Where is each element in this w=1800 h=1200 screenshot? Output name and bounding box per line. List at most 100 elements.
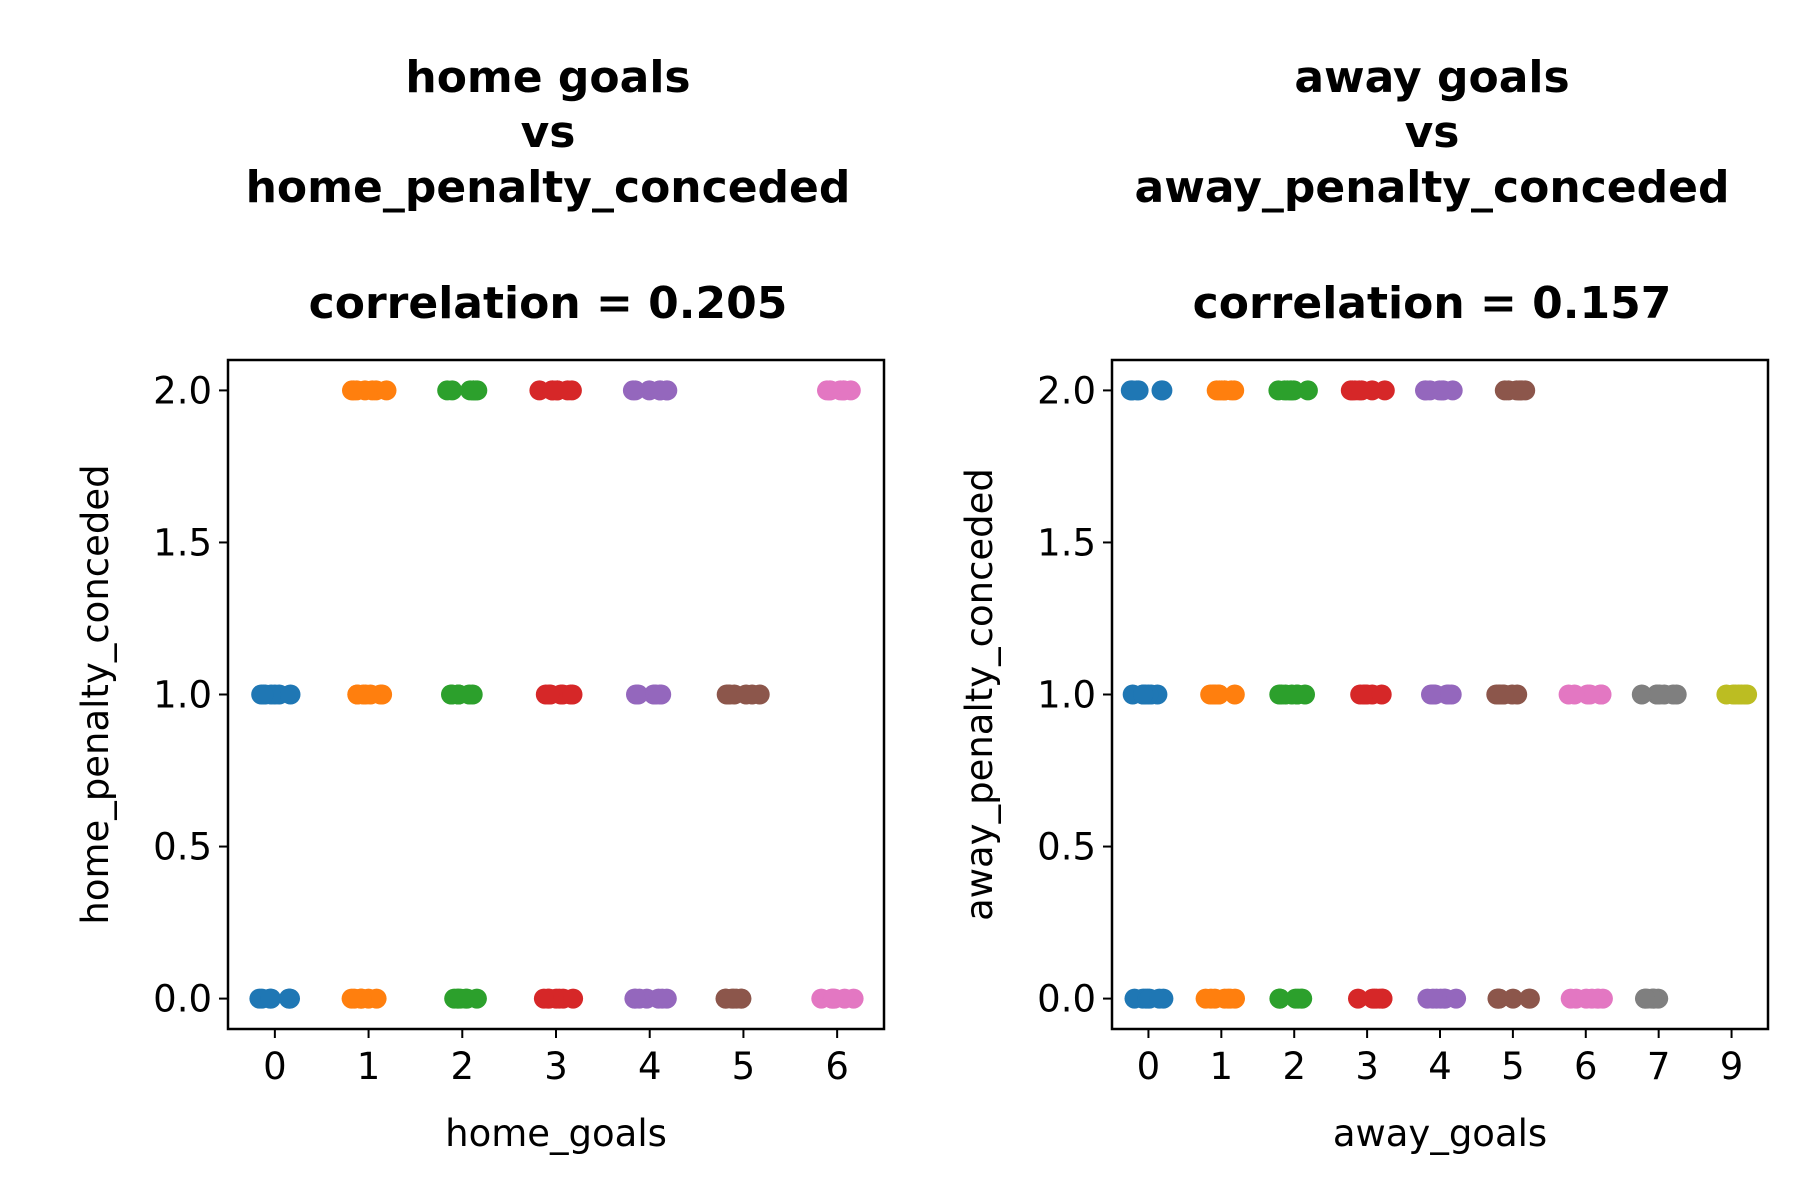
data-point	[656, 988, 677, 1009]
data-point	[1348, 988, 1368, 1009]
x-tick-label: 5	[1501, 1045, 1525, 1088]
y-tick-label: 1.0	[1037, 674, 1096, 717]
data-point	[1149, 988, 1170, 1009]
data-point	[1297, 380, 1318, 401]
data-point	[1355, 684, 1376, 705]
data-point	[721, 988, 742, 1009]
data-point	[1486, 684, 1507, 705]
data-point	[366, 988, 387, 1009]
data-point	[649, 684, 670, 705]
data-point	[1725, 684, 1746, 705]
x-tick-label: 5	[732, 1045, 756, 1088]
y-axis-label: home_penalty_conceded	[74, 464, 117, 924]
data-point	[1287, 684, 1308, 705]
chart-title-line: correlation = 0.205	[309, 278, 788, 329]
data-point	[1421, 684, 1441, 705]
data-point	[466, 988, 487, 1009]
chart-title-line: correlation = 0.157	[1193, 278, 1672, 329]
chart-panel-away: away goalsvsaway_penalty_concededcorrela…	[958, 52, 1770, 1155]
data-point	[1579, 684, 1600, 705]
x-tick-label: 6	[825, 1045, 849, 1088]
data-point	[463, 380, 484, 401]
x-axis-label: away_goals	[1333, 1112, 1547, 1155]
chart-title-line: home_penalty_conceded	[246, 162, 851, 213]
data-point	[650, 380, 671, 401]
x-tick-label: 1	[1210, 1045, 1234, 1088]
x-tick-label: 0	[1137, 1045, 1161, 1088]
data-point	[823, 988, 844, 1009]
data-point	[1635, 988, 1656, 1009]
y-axis-label: away_penalty_conceded	[958, 468, 1001, 921]
data-point	[1649, 684, 1670, 705]
data-point	[441, 684, 461, 705]
data-point	[1133, 684, 1154, 705]
x-tick-label: 3	[1355, 1045, 1379, 1088]
data-point	[533, 988, 554, 1009]
data-point	[376, 380, 397, 401]
data-point	[547, 380, 568, 401]
y-tick-label: 0.0	[1037, 978, 1096, 1021]
data-point	[625, 380, 646, 401]
x-axis-label: home_goals	[445, 1112, 667, 1155]
x-tick-label: 9	[1720, 1045, 1744, 1088]
data-point	[341, 988, 362, 1009]
data-point	[342, 380, 362, 401]
data-point	[1269, 988, 1290, 1009]
data-point	[1211, 380, 1232, 401]
data-point	[1503, 988, 1523, 1009]
data-point	[353, 684, 374, 705]
data-point	[562, 684, 583, 705]
data-point	[442, 380, 463, 401]
x-tick-label: 2	[1282, 1045, 1306, 1088]
data-point	[1122, 380, 1143, 401]
x-tick-label: 1	[357, 1045, 381, 1088]
data-point	[1437, 684, 1458, 705]
data-point	[1489, 988, 1509, 1009]
data-point	[1564, 684, 1585, 705]
data-point	[450, 988, 471, 1009]
data-point	[1631, 684, 1652, 705]
data-point	[279, 988, 300, 1009]
data-point	[1200, 684, 1221, 705]
y-tick-label: 2.0	[153, 369, 212, 412]
data-point	[820, 380, 841, 401]
data-point	[1362, 988, 1383, 1009]
data-point	[280, 684, 301, 705]
y-tick-label: 0.0	[153, 978, 212, 1021]
data-point	[625, 988, 646, 1009]
data-point	[1432, 380, 1452, 401]
data-point	[1269, 684, 1290, 705]
data-point	[1581, 988, 1602, 1009]
data-point	[1224, 684, 1245, 705]
x-tick-label: 7	[1647, 1045, 1671, 1088]
x-tick-label: 0	[263, 1045, 287, 1088]
data-point	[716, 684, 737, 705]
data-point	[626, 684, 646, 705]
x-tick-label: 3	[544, 1045, 568, 1088]
x-tick-label: 2	[451, 1045, 475, 1088]
chart-title-line: away_penalty_conceded	[1135, 162, 1730, 213]
x-tick-label: 6	[1574, 1045, 1598, 1088]
data-point	[1351, 380, 1372, 401]
data-point	[260, 988, 281, 1009]
data-point	[1560, 988, 1581, 1009]
data-point	[253, 684, 274, 705]
y-tick-label: 1.5	[1037, 521, 1096, 564]
x-tick-label: 4	[1428, 1045, 1452, 1088]
data-point	[1292, 988, 1313, 1009]
y-tick-label: 0.5	[1037, 826, 1096, 869]
data-point	[539, 684, 560, 705]
x-tick-label: 4	[638, 1045, 662, 1088]
data-point	[1519, 988, 1540, 1009]
data-point	[1422, 988, 1443, 1009]
data-point	[459, 684, 480, 705]
chart-title-line: vs	[1405, 107, 1460, 158]
data-point	[1214, 988, 1235, 1009]
y-tick-label: 1.5	[153, 521, 212, 564]
data-point	[736, 684, 757, 705]
data-point	[1446, 988, 1467, 1009]
data-point	[563, 988, 584, 1009]
data-point	[1152, 380, 1173, 401]
chart-title-line: home goals	[405, 52, 690, 103]
